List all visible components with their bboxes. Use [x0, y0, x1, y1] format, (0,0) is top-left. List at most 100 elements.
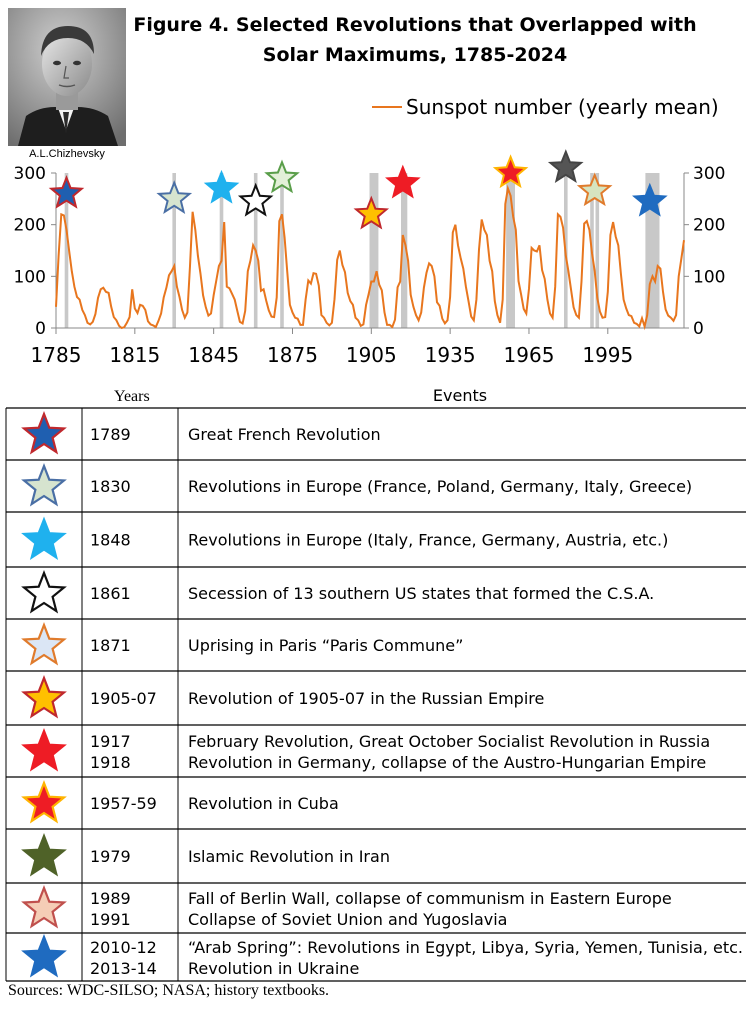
sunspot-series-line	[55, 184, 685, 331]
star-marker-1979	[547, 149, 584, 184]
row-star-icon	[21, 779, 67, 824]
table-row: 1830 Revolutions in Europe (France, Polan…	[5, 460, 692, 512]
row-star-icon	[21, 674, 67, 719]
y-tick-label-right-0: 0	[693, 319, 704, 339]
row-event: Great French Revolution	[188, 425, 381, 444]
row-event: Collapse of Soviet Union and Yugoslavia	[188, 910, 507, 929]
row-year: 1861	[90, 584, 131, 603]
table-row: 2010-12 “Arab Spring”: Revolutions in Egy…	[5, 933, 743, 981]
row-year: 1871	[90, 636, 131, 655]
row-event: Islamic Revolution in Iran	[188, 847, 390, 866]
table-row: 1905-07 Revolution of 1905-07 in the Russ…	[5, 671, 544, 725]
row-event: Secession of 13 southern US states that …	[188, 584, 654, 603]
row-star-icon	[21, 621, 67, 666]
row-year: 2010-12	[90, 938, 157, 957]
shade-bar-1959	[511, 173, 515, 328]
row-year: 1830	[90, 477, 131, 496]
header-years: Years	[114, 388, 150, 405]
star-marker-1990	[576, 172, 613, 207]
row-event: Fall of Berlin Wall, collapse of communi…	[188, 889, 672, 908]
x-tick-label-1815: 1815	[109, 343, 160, 367]
row-event: Revolution in Germany, collapse of the A…	[188, 753, 706, 772]
y-tick-label-left-100: 100	[14, 267, 46, 287]
shade-bar-1789	[64, 173, 69, 328]
row-event: Revolutions in Europe (Italy, France, Ge…	[188, 531, 668, 550]
shade-bar-1905	[369, 173, 374, 328]
row-star-icon	[21, 516, 67, 560]
shade-bar-2014	[655, 173, 660, 328]
row-year: 2013-14	[90, 959, 157, 978]
legend-label: Sunspot number (yearly mean)	[406, 95, 719, 119]
shade-bar-1871	[280, 173, 284, 328]
row-star-icon	[21, 410, 67, 455]
table-row: 1989 Fall of Berlin Wall, collapse of com…	[5, 883, 672, 933]
row-year: 1991	[90, 910, 131, 929]
table-row: 1789 Great French Revolution	[5, 408, 381, 460]
star-marker-1848	[203, 169, 240, 204]
x-tick-label-1785: 1785	[31, 343, 82, 367]
star-marker-2011	[632, 182, 668, 217]
star-marker-1871	[264, 159, 300, 194]
star-marker-1861	[237, 182, 274, 217]
row-event: Revolutions in Europe (France, Poland, G…	[188, 477, 692, 496]
y-tick-label-right-200: 200	[693, 216, 725, 236]
row-star-icon	[21, 933, 67, 978]
y-tick-label-right-300: 300	[693, 164, 725, 184]
shade-bar-1958	[508, 173, 513, 328]
row-event: Revolution in Ukraine	[188, 959, 359, 978]
row-star-icon	[21, 832, 67, 877]
x-tick-label-1965: 1965	[504, 343, 555, 367]
y-tick-label-right-100: 100	[693, 267, 725, 287]
row-event: Revolution in Cuba	[188, 794, 339, 813]
row-year: 1917	[90, 732, 131, 751]
shade-bar-2011	[648, 173, 652, 328]
star-marker-1789	[48, 174, 85, 209]
row-year: 1789	[90, 425, 131, 444]
chart-legend: Sunspot number (yearly mean)	[372, 95, 719, 119]
table-row: 1957-59 Revolution in Cuba	[5, 777, 339, 829]
y-tick-label-left-300: 300	[14, 164, 46, 184]
y-tick-label-left-200: 200	[14, 216, 46, 236]
row-year: 1979	[90, 847, 131, 866]
x-tick-label-1845: 1845	[188, 343, 239, 367]
event-star-markers	[48, 149, 668, 230]
table-row: 1979 Islamic Revolution in Iran	[5, 829, 390, 883]
shade-bar-2010	[645, 173, 649, 328]
star-marker-1905	[353, 195, 390, 230]
header-events: Events	[433, 386, 487, 405]
row-event: Revolution of 1905-07 in the Russian Emp…	[188, 689, 544, 708]
row-event: February Revolution, Great October Socia…	[188, 732, 710, 751]
table-row: 1861 Secession of 13 southern US states t…	[5, 567, 654, 619]
sources-note: Sources: WDC-SILSO; NASA; history textbo…	[8, 982, 330, 999]
star-marker-1958	[492, 154, 529, 189]
row-year: 1905-07	[90, 689, 157, 708]
x-tick-label-1995: 1995	[582, 343, 633, 367]
row-year: 1848	[90, 531, 131, 550]
row-star-icon	[21, 462, 67, 507]
table-row: 1871 Uprising in Paris “Paris Commune”	[5, 619, 463, 671]
chart-title-line1: Figure 4. Selected Revolutions that Over…	[133, 14, 697, 36]
x-tick-label-1905: 1905	[346, 343, 397, 367]
legend-swatch	[372, 106, 402, 108]
row-event: Uprising in Paris “Paris Commune”	[188, 636, 463, 655]
shade-bar-1991	[595, 173, 600, 328]
x-tick-label-1935: 1935	[425, 343, 476, 367]
table-row: 1848 Revolutions in Europe (Italy, France…	[5, 512, 668, 567]
row-year: 1918	[90, 753, 131, 772]
portrait-photo	[8, 8, 126, 146]
table-row: 1917 February Revolution, Great October S…	[5, 725, 710, 777]
sunspot-chart: 0 0 100 100 200 200 300 300 1785 1815 1845 1875 1905…	[14, 149, 726, 367]
shade-bar-2012	[650, 173, 655, 328]
row-star-icon	[21, 569, 67, 614]
chart-axes: 0 0 100 100 200 200 300 300 1785 1815 1845 1875 1905…	[14, 164, 726, 367]
row-star-icon	[21, 884, 67, 929]
row-year: 1989	[90, 889, 131, 908]
shade-bar-1830	[172, 173, 176, 328]
star-marker-1917	[385, 164, 421, 199]
shade-bar-1957	[506, 173, 510, 328]
y-tick-label-left-0: 0	[35, 319, 46, 339]
row-event: “Arab Spring”: Revolutions in Egypt, Lib…	[188, 938, 743, 957]
shaded-revolution-years	[64, 173, 660, 328]
events-table: Years Events 1789 Great French Revolution 18…	[5, 386, 746, 982]
